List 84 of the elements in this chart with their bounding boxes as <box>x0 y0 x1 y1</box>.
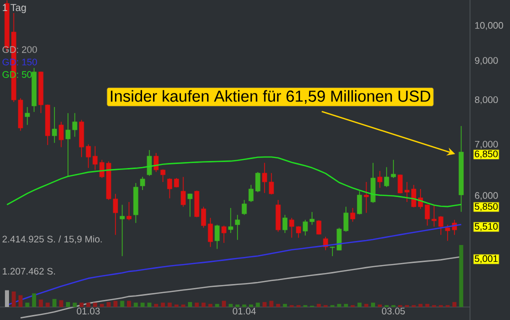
candlestick <box>282 214 288 234</box>
candlestick <box>228 208 234 234</box>
candlestick <box>377 170 382 188</box>
bar <box>228 304 233 307</box>
bar <box>100 304 104 307</box>
bar <box>12 291 16 307</box>
bar <box>371 302 376 307</box>
bar <box>18 295 23 307</box>
annotation: 1.207.462 S. <box>2 268 55 275</box>
candlestick <box>188 193 192 218</box>
y-tick-label: 8,000 <box>474 96 498 104</box>
y-tick-label: 7,000 <box>475 140 498 149</box>
bar <box>72 302 77 307</box>
bar <box>38 300 43 307</box>
bar <box>80 302 84 307</box>
bar <box>215 304 220 307</box>
bar <box>418 304 423 307</box>
bar <box>134 302 138 307</box>
bar <box>93 302 98 307</box>
x-tick-label: 01.04 <box>232 308 256 314</box>
bar <box>337 304 342 307</box>
line-series <box>6 156 462 208</box>
bar <box>276 304 280 307</box>
bar <box>452 302 456 307</box>
annotation: Insider kaufen Aktien für 61,59 Millionen USD <box>110 90 430 104</box>
bar <box>66 302 70 307</box>
bar <box>357 302 362 307</box>
x-tick-label: 01.03 <box>76 308 100 314</box>
candlestick <box>180 176 186 208</box>
bar <box>160 302 165 307</box>
candlestick <box>221 225 226 244</box>
y-tick-label: 10,000 <box>475 22 504 30</box>
candlestick <box>370 162 376 204</box>
bar <box>32 293 36 307</box>
bar <box>154 304 158 307</box>
candlestick <box>316 220 322 235</box>
candlestick <box>235 214 240 240</box>
bar <box>425 304 430 307</box>
bar <box>208 304 212 307</box>
y-tick-label: 9,000 <box>474 57 498 65</box>
bar <box>52 298 56 307</box>
bar <box>106 302 111 307</box>
candlestick <box>24 106 30 126</box>
candlestick <box>120 204 125 257</box>
bar <box>168 302 172 307</box>
bar <box>59 300 64 307</box>
bar <box>194 302 199 307</box>
candlestick <box>242 200 247 216</box>
candlestick <box>52 106 57 144</box>
bar <box>86 302 90 307</box>
candlestick <box>357 190 362 215</box>
bar <box>262 302 267 307</box>
candlestick <box>146 150 152 176</box>
data-label: 5,001 <box>474 255 498 264</box>
candlestick <box>364 182 369 214</box>
annotation: 2.414.925 S. / 15,9 Mio. <box>2 235 102 244</box>
x-tick-label: 03.05 <box>382 308 405 314</box>
bar <box>202 302 206 307</box>
bar <box>126 300 132 307</box>
bar <box>140 302 145 307</box>
data-label: 5,510 <box>474 223 498 231</box>
bar <box>188 302 192 307</box>
bar <box>256 302 260 307</box>
y-tick-label: 6,000 <box>475 192 498 200</box>
bar <box>344 304 348 307</box>
candlestick <box>126 202 132 221</box>
bar <box>147 302 152 307</box>
bar <box>269 300 274 307</box>
bar <box>316 304 321 307</box>
candlestick <box>140 176 146 190</box>
candlestick <box>58 121 64 148</box>
data-label: 5,850 <box>474 203 498 211</box>
bar <box>120 300 124 307</box>
bar <box>459 244 464 307</box>
bar <box>364 304 368 307</box>
bar <box>282 304 287 307</box>
candlestick <box>214 224 220 250</box>
bar <box>4 290 10 307</box>
bar <box>113 300 118 307</box>
bar <box>46 302 50 307</box>
bar <box>25 302 30 307</box>
text: 6,850 <box>474 150 498 158</box>
bar <box>222 300 226 307</box>
candlestick <box>350 208 356 222</box>
